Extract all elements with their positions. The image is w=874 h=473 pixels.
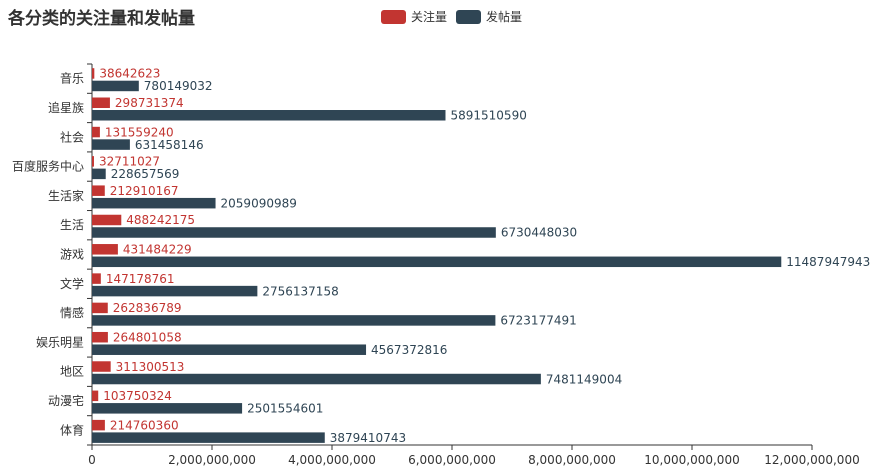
bar-posts	[92, 80, 139, 92]
bar-follow	[92, 331, 108, 343]
data-label-posts: 5891510590	[450, 109, 526, 123]
bar-follow	[92, 68, 95, 79]
data-label-posts: 3879410743	[330, 431, 406, 445]
data-label-posts: 2501554601	[247, 402, 323, 416]
bar-follow	[92, 185, 105, 196]
data-label-posts: 2756137158	[262, 284, 338, 298]
bar-follow	[92, 390, 99, 402]
x-tick-label: 8,000,000,000	[528, 453, 616, 467]
bar-follow	[92, 156, 94, 167]
x-tick-label: 6,000,000,000	[408, 453, 496, 467]
legend-item-1[interactable]: 发帖量	[456, 9, 522, 24]
bar-follow	[92, 97, 110, 109]
legend-label-0: 关注量	[411, 9, 447, 24]
data-label-follow: 262836789	[113, 301, 182, 315]
category-label: 文学	[60, 276, 84, 291]
x-tick-label: 0	[88, 453, 96, 467]
category-label: 动漫宅	[48, 393, 84, 408]
bar-follow	[92, 273, 101, 284]
category-label: 地区	[60, 365, 84, 379]
bar-follow	[92, 244, 118, 255]
x-tick-label: 2,000,000,000	[168, 453, 256, 467]
data-label-follow: 38642623	[99, 67, 160, 81]
bar-follow	[92, 361, 111, 372]
bar-posts	[92, 256, 782, 268]
category-label: 音乐	[60, 71, 84, 86]
axes: 0 2,000,000,000 4,000,000,000 6,000,000,000…	[12, 63, 860, 467]
bar-follow	[92, 419, 105, 431]
bar-posts	[92, 373, 541, 385]
data-label-posts: 4567372816	[371, 343, 447, 357]
data-label-follow: 431484229	[123, 243, 192, 257]
chart-title: 各分类的关注量和发帖量	[7, 8, 195, 29]
category-label: 娱乐明星	[36, 335, 84, 349]
category-label: 追星族	[48, 100, 84, 115]
data-label-follow: 264801058	[113, 330, 182, 344]
bar-follow	[92, 214, 122, 226]
bars	[92, 68, 782, 443]
bar-posts	[92, 227, 496, 238]
data-label-posts: 6730448030	[501, 226, 577, 240]
bar-follow	[92, 302, 108, 314]
legend-item-0[interactable]: 关注量	[381, 9, 447, 24]
data-label-posts: 228657569	[111, 167, 180, 181]
bar-posts	[92, 168, 106, 180]
data-label-posts: 6723177491	[500, 314, 576, 328]
bar-posts	[92, 139, 130, 150]
bar-posts	[92, 344, 367, 355]
data-label-follow: 212910167	[110, 184, 179, 198]
data-label-follow: 103750324	[103, 389, 172, 403]
data-label-posts: 7481149004	[546, 372, 622, 386]
bar-posts	[92, 110, 446, 121]
data-label-posts: 780149032	[144, 79, 213, 93]
data-label-posts: 11487947943	[786, 255, 870, 269]
data-label-follow: 488242175	[126, 213, 195, 227]
bar-follow	[92, 126, 100, 138]
bar-posts	[92, 285, 258, 297]
category-label: 百度服务中心	[12, 159, 84, 174]
category-label: 生活	[60, 218, 84, 232]
category-label: 社会	[60, 129, 84, 144]
legend-swatch-1	[456, 10, 481, 24]
data-label-follow: 214760360	[110, 418, 179, 432]
bar-posts	[92, 403, 243, 414]
x-tick-label: 10,000,000,000	[644, 453, 739, 467]
data-label-posts: 631458146	[135, 138, 204, 152]
category-label: 体育	[60, 422, 84, 437]
data-label-follow: 32711027	[99, 155, 160, 169]
bar-posts	[92, 197, 216, 209]
x-tick-label: 4,000,000,000	[288, 453, 376, 467]
data-label-follow: 298731374	[115, 96, 184, 110]
legend[interactable]: 关注量 发帖量	[381, 9, 522, 24]
category-label: 游戏	[60, 248, 84, 262]
data-label-follow: 311300513	[116, 360, 185, 374]
x-tick-label: 12,000,000,000	[764, 453, 859, 467]
legend-label-1: 发帖量	[486, 9, 522, 24]
bar-posts	[92, 432, 325, 443]
data-label-posts: 2059090989	[221, 196, 297, 210]
bar-posts	[92, 315, 496, 326]
category-label: 生活家	[48, 188, 84, 203]
data-label-follow: 131559240	[105, 125, 174, 139]
data-label-follow: 147178761	[106, 272, 175, 286]
category-label: 情感	[60, 305, 84, 320]
legend-swatch-0	[381, 10, 406, 24]
